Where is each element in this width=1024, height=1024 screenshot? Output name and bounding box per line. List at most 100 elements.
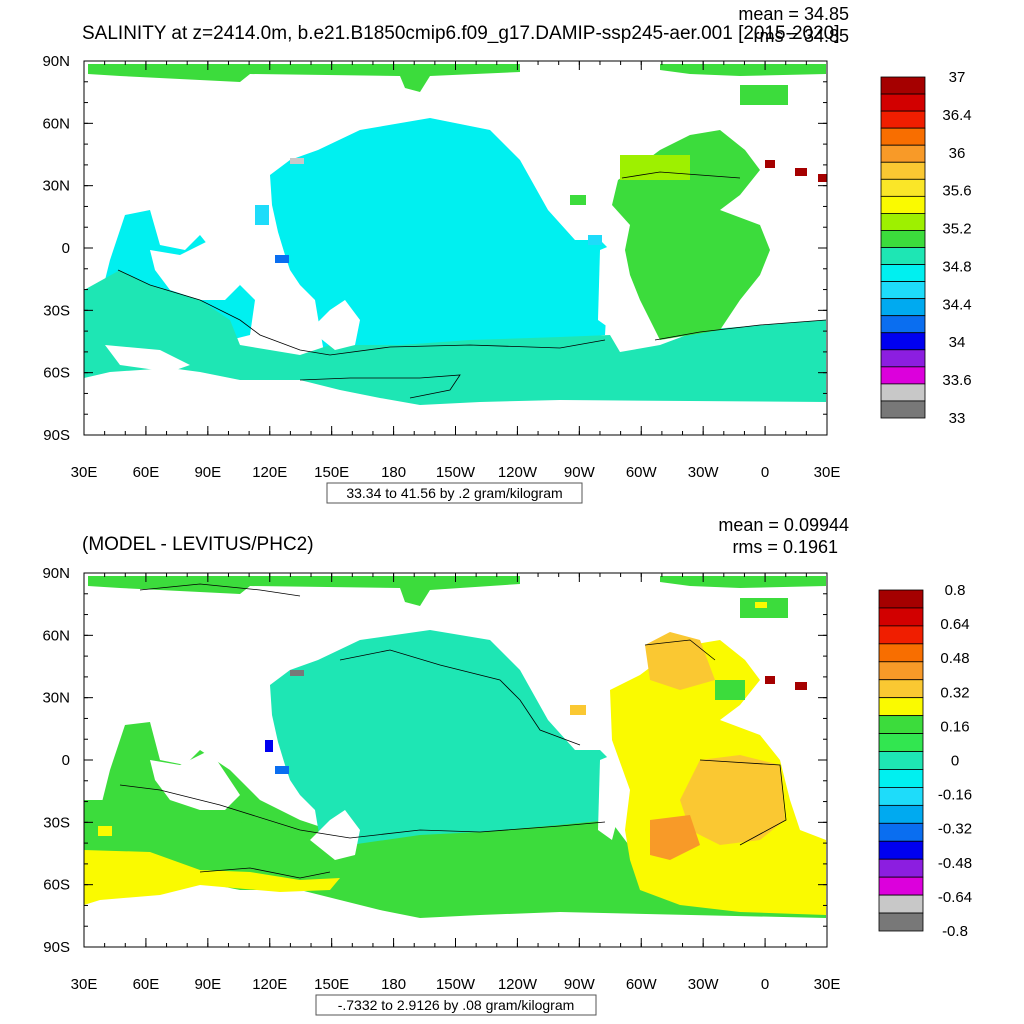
colorbar-label: 36	[949, 145, 966, 162]
x-tick-label: 90E	[194, 976, 221, 993]
patch-med-2	[795, 168, 807, 176]
panel-salinity: SALINITY at z=2414.0m, b.e21.B1850cmip6.…	[42, 4, 972, 504]
x-tick-label: 60W	[626, 976, 658, 993]
x-tick-label: 150W	[436, 464, 476, 481]
colorbar-swatch	[880, 298, 926, 317]
colorbar-swatch	[880, 349, 926, 368]
colorbar-label: 0.48	[940, 650, 969, 667]
x-tick-label: 30E	[814, 464, 841, 481]
colorbar-label: 0.8	[945, 582, 966, 599]
colorbar-swatch	[880, 230, 926, 248]
y-tick-label: 30N	[42, 178, 70, 195]
x-tick-label: 120E	[252, 464, 287, 481]
panel-2-range-box	[315, 994, 597, 1016]
x-tick-label: 30E	[814, 976, 841, 993]
y-tick-label: 30N	[42, 690, 70, 707]
panel-1-range-note: 33.34 to 41.56 by .2 gram/kilogram	[346, 485, 562, 501]
colorbar-swatch	[880, 178, 926, 197]
colorbar-swatch	[880, 315, 926, 334]
contour-10	[139, 583, 301, 597]
small-patch-gray-2	[290, 670, 304, 676]
colorbar-label: 33	[949, 410, 966, 427]
colorbar-swatch	[878, 912, 924, 932]
colorbar-swatch	[880, 281, 926, 300]
colorbar-label: 34	[949, 334, 966, 351]
colorbar-swatch	[880, 195, 926, 214]
panel-2-colorbar: 0.8 0.64 0.48 0.32 0.16 0 -0.16 -0.32 -0.48 -0.64…	[878, 582, 972, 940]
contour-1	[117, 269, 606, 356]
small-patch-gray	[290, 158, 304, 164]
landmass-nz	[310, 300, 360, 350]
panel-1-title: SALINITY at z=2414.0m, b.e21.B1850cmip6.…	[82, 23, 840, 44]
colorbar-swatch	[878, 822, 924, 842]
x-tick-label: 90E	[194, 464, 221, 481]
colorbar-swatch	[878, 679, 924, 699]
atlantic-green-patch	[715, 680, 745, 700]
small-patch-blue-2	[275, 766, 289, 774]
x-tick-label: 30W	[688, 464, 720, 481]
panel-2-mean: mean = 0.09944	[718, 515, 849, 535]
arctic-ocean	[88, 64, 520, 92]
colorbar-swatch	[880, 247, 926, 265]
southern-ocean	[84, 270, 826, 405]
x-tick-label: 30E	[71, 464, 98, 481]
panel-1-rms: rms = 34.85	[753, 26, 849, 46]
y-tick-label: 90N	[42, 565, 70, 582]
y-tick-label: 60S	[43, 877, 70, 894]
colorbar-swatch	[878, 589, 924, 609]
landmass-nz-2	[310, 810, 360, 860]
x-tick-label: 30E	[71, 976, 98, 993]
atlantic-north-band	[620, 155, 690, 180]
colorbar-swatch	[878, 751, 924, 770]
panel-1-range-box	[326, 482, 583, 504]
colorbar-swatch	[878, 697, 924, 717]
contour-7	[199, 867, 331, 879]
landmass-south-america	[598, 245, 625, 330]
colorbar-swatch	[878, 625, 924, 645]
pacific-basin	[270, 118, 610, 360]
panel-1-map	[84, 64, 827, 405]
patch-med-3	[818, 174, 827, 182]
colorbar-swatch	[880, 76, 926, 95]
colorbar-label: 33.6	[942, 372, 971, 389]
x-tick-label: 0	[761, 976, 769, 993]
colorbar-label: 35.6	[942, 183, 971, 200]
x-tick-label: 90W	[564, 464, 596, 481]
contour-2	[299, 374, 461, 399]
landmass-antarctic-edge	[105, 345, 190, 372]
colorbar-swatch	[880, 332, 926, 351]
south-indian-yellow	[84, 850, 340, 905]
x-tick-label: 0	[761, 464, 769, 481]
colorbar-label: 0.16	[940, 718, 969, 735]
patch-med-1-2	[765, 676, 775, 684]
y-tick-label: 90S	[43, 939, 70, 956]
colorbar-swatch	[880, 161, 926, 180]
patch-nordic-yellow	[755, 602, 767, 608]
contour-3	[621, 171, 741, 179]
colorbar-swatch	[878, 840, 924, 860]
y-tick-label: 30S	[43, 302, 70, 319]
atlantic-south-orange	[680, 755, 785, 845]
colorbar-swatch	[878, 804, 924, 824]
x-tick-label: 150W	[436, 976, 476, 993]
x-tick-label: 180	[381, 976, 406, 993]
arctic-ocean-2	[88, 576, 520, 606]
colorbar-swatch	[880, 366, 926, 385]
contour-8	[644, 639, 716, 661]
landmass-south-america-2	[598, 755, 625, 840]
y-tick-label: 0	[62, 240, 70, 257]
colorbar-swatch	[878, 787, 924, 806]
colorbar-swatch	[880, 264, 926, 282]
contour-6	[339, 649, 581, 746]
colorbar-swatch	[878, 661, 924, 681]
colorbar-swatch	[880, 383, 926, 402]
y-tick-label: 30S	[43, 814, 70, 831]
colorbar-label: -0.64	[938, 889, 972, 906]
colorbar-swatch	[878, 894, 924, 914]
colorbar-swatch	[880, 400, 926, 419]
atlantic-north-orange	[645, 632, 715, 690]
x-tick-label: 60E	[133, 464, 160, 481]
patch-nordic	[740, 85, 788, 105]
panel-1-axes: 30E 60E 90E 120E 150E 180 150W 120W 90W 60W 30W 0 30…	[42, 53, 840, 481]
landmass-australia	[150, 240, 240, 300]
